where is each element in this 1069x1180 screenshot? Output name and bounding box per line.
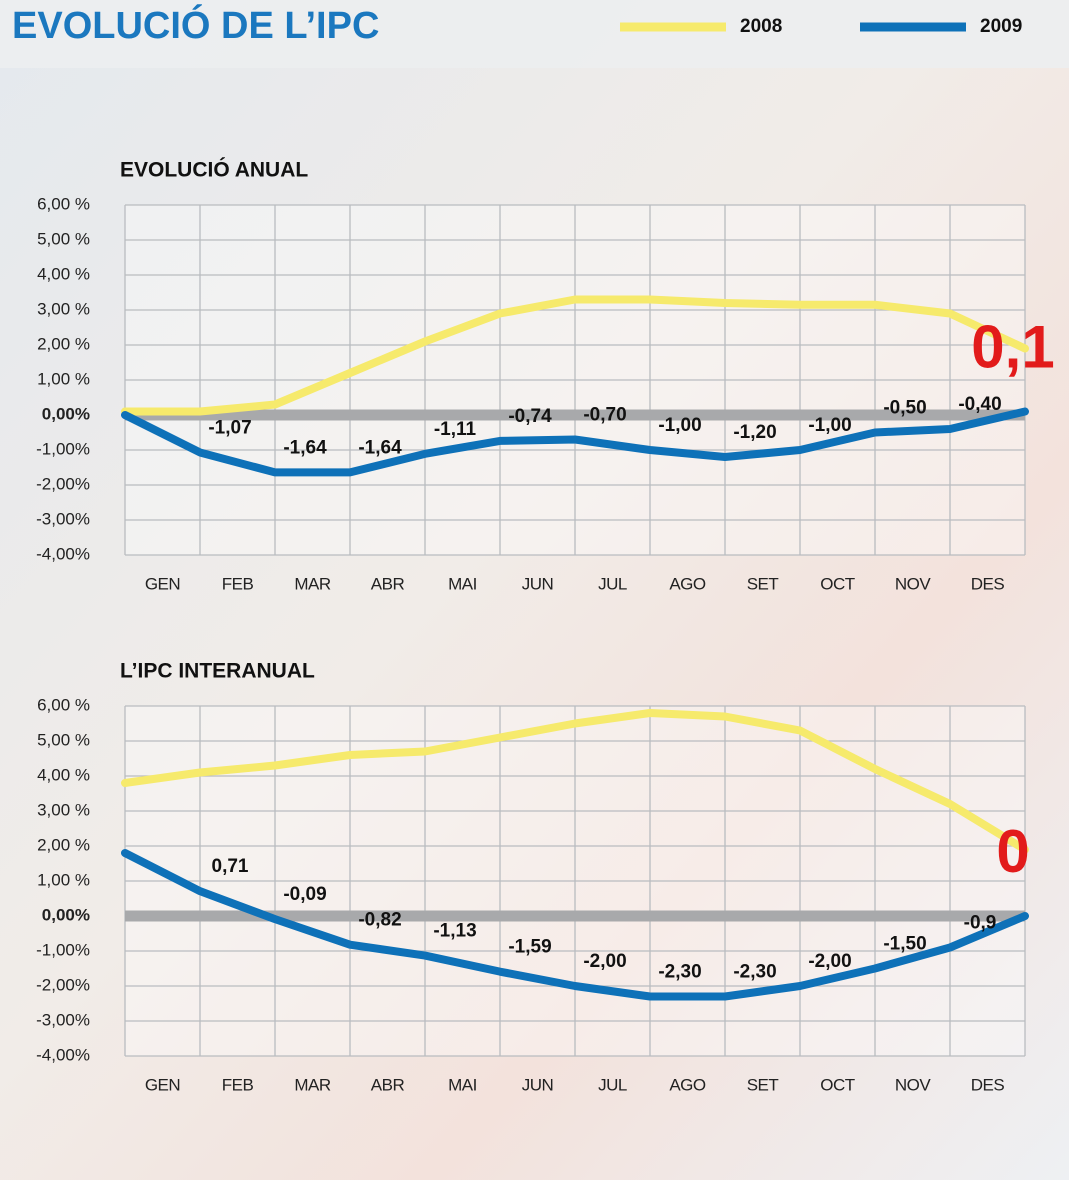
y-tick-label: -3,00% — [36, 1010, 90, 1029]
chart: EVOLUCIÓ ANUAL 6,00 % 5,00 % 4,00 % 3,00 % 2,… — [36, 158, 1055, 594]
value-label: -0,82 — [358, 910, 401, 931]
value-label: -0,70 — [583, 405, 626, 426]
chart-title: L’IPC INTERANUAL — [120, 660, 315, 683]
y-tick-label: -3,00% — [36, 509, 90, 528]
y-tick-label: 0,00% — [42, 905, 90, 924]
value-label: -1,64 — [358, 437, 402, 458]
x-tick-label: NOV — [895, 1075, 932, 1094]
value-label: -1,20 — [733, 422, 776, 443]
x-tick-label: MAR — [294, 1075, 331, 1094]
value-label: -0,09 — [283, 884, 326, 905]
series-line — [121, 709, 1029, 854]
x-tick-label: AGO — [669, 574, 706, 593]
y-tick-label: 6,00 % — [37, 194, 90, 213]
chart-title: EVOLUCIÓ ANUAL — [120, 158, 308, 182]
value-label: -1,00 — [808, 415, 851, 436]
y-tick-label: -2,00% — [36, 975, 90, 994]
highlight-value-label: 0 — [996, 818, 1029, 885]
y-tick-label: -1,00% — [36, 439, 90, 458]
value-label: -1,07 — [208, 417, 251, 438]
value-label: -2,30 — [733, 962, 776, 983]
x-tick-label: OCT — [820, 1075, 855, 1094]
y-tick-label: 5,00 % — [37, 730, 90, 749]
value-label: -0,74 — [508, 406, 552, 427]
x-tick-label: JUL — [598, 1075, 627, 1094]
y-tick-label: 4,00 % — [37, 765, 90, 784]
series-line — [121, 849, 1029, 1001]
x-tick-label: AGO — [669, 1075, 706, 1094]
y-tick-label: 6,00 % — [37, 695, 90, 714]
value-label: -1,50 — [883, 934, 926, 955]
y-tick-label: 5,00 % — [37, 229, 90, 248]
value-label: -1,11 — [434, 419, 477, 440]
x-tick-label: NOV — [895, 574, 932, 593]
value-label: -0,50 — [883, 398, 926, 419]
value-label: -1,00 — [658, 415, 701, 436]
x-tick-label: GEN — [145, 1075, 180, 1094]
x-tick-label: JUL — [598, 574, 627, 593]
y-tick-label: 3,00 % — [37, 299, 90, 318]
x-tick-label: SET — [747, 574, 779, 593]
x-tick-label: DES — [971, 1075, 1005, 1094]
x-tick-label: SET — [747, 1075, 779, 1094]
value-label: -1,64 — [283, 437, 327, 458]
value-label: -1,59 — [508, 937, 551, 958]
y-tick-label: -1,00% — [36, 940, 90, 959]
y-tick-label: 1,00 % — [37, 870, 90, 889]
value-label: 0,71 — [212, 856, 249, 877]
y-tick-label: 3,00 % — [37, 800, 90, 819]
y-tick-label: -4,00% — [36, 1045, 90, 1064]
value-label: -0,9 — [964, 913, 997, 934]
x-tick-label: FEB — [222, 574, 254, 593]
legend: 2008 2009 — [620, 16, 1022, 37]
page-title: EVOLUCIÓ DE L’IPC — [12, 3, 379, 47]
x-tick-label: DES — [971, 574, 1005, 593]
value-label: -2,00 — [583, 951, 626, 972]
y-tick-label: 4,00 % — [37, 264, 90, 283]
legend-label: 2008 — [740, 16, 782, 37]
x-tick-label: GEN — [145, 574, 180, 593]
value-label: -1,13 — [433, 921, 476, 942]
y-tick-label: 2,00 % — [37, 835, 90, 854]
y-tick-label: -2,00% — [36, 474, 90, 493]
x-tick-label: ABR — [371, 1075, 405, 1094]
x-tick-label: JUN — [522, 574, 554, 593]
x-tick-label: MAI — [448, 1075, 477, 1094]
series-line — [121, 407, 1029, 477]
x-tick-label: ABR — [371, 574, 405, 593]
x-tick-label: JUN — [522, 1075, 554, 1094]
charts: EVOLUCIÓ ANUAL 6,00 % 5,00 % 4,00 % 3,00 % 2,… — [36, 158, 1055, 1095]
highlight-value-label: 0,1 — [971, 313, 1054, 380]
value-label: -2,30 — [658, 962, 701, 983]
y-tick-label: 2,00 % — [37, 334, 90, 353]
chart: L’IPC INTERANUAL 6,00 % 5,00 % 4,00 % 3,00 %… — [36, 660, 1030, 1095]
x-tick-label: MAI — [448, 574, 477, 593]
x-tick-label: FEB — [222, 1075, 254, 1094]
x-tick-label: MAR — [294, 574, 331, 593]
header-band — [0, 0, 1069, 68]
x-tick-label: OCT — [820, 574, 855, 593]
legend-label: 2009 — [980, 16, 1022, 37]
y-tick-label: 0,00% — [42, 404, 90, 423]
value-label: -0,40 — [958, 394, 1001, 415]
y-tick-label: 1,00 % — [37, 369, 90, 388]
value-label: -2,00 — [808, 951, 851, 972]
y-tick-label: -4,00% — [36, 544, 90, 563]
series-line — [121, 295, 1029, 416]
